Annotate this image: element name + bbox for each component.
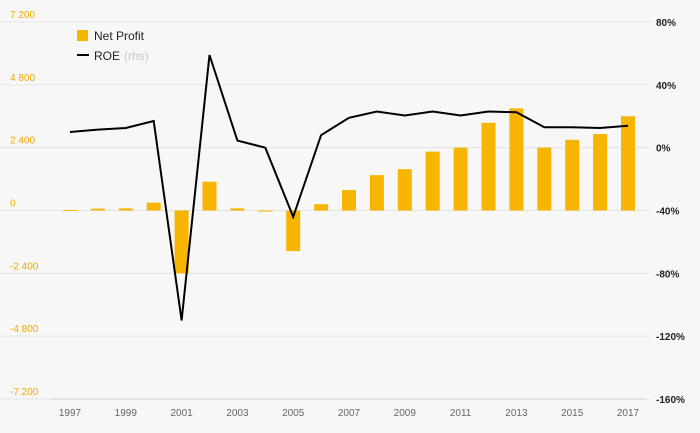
y-right-tick-label: -120% (656, 332, 685, 343)
bar (425, 151, 440, 211)
legend-label-roe-name: ROE (94, 49, 120, 63)
y-right-tick-label: -80% (656, 269, 679, 280)
y-right-tick-label: -40% (656, 207, 679, 218)
y-right-tick-label: -160% (656, 395, 685, 406)
y-left-tick-label: 7 200 (10, 10, 35, 21)
bar (286, 210, 301, 252)
y-left-tick-label: -2 400 (10, 261, 39, 272)
y-left-tick-label: 0 (10, 199, 16, 210)
legend-label-net-profit: Net Profit (94, 29, 145, 43)
bar (453, 147, 468, 211)
x-tick-label: 2015 (561, 408, 584, 419)
bar (509, 108, 524, 211)
y-left-tick-label: 4 800 (10, 73, 35, 84)
bar (565, 139, 580, 211)
bar (90, 208, 105, 211)
bar (118, 208, 133, 211)
y-left-tick-label: 2 400 (10, 136, 35, 147)
legend-label-roe-sub: (rhs) (124, 49, 149, 63)
bar (481, 122, 496, 211)
bar (258, 210, 273, 212)
bar (593, 134, 608, 211)
legend: Net Profit ROE (rhs) (77, 29, 149, 63)
bar (342, 190, 356, 211)
bar (174, 210, 189, 274)
x-tick-label: 2003 (226, 408, 249, 419)
x-tick-label: 2007 (338, 408, 361, 419)
x-tick-label: 2001 (170, 408, 193, 419)
bar (146, 202, 161, 211)
bar (202, 181, 217, 211)
line-series-roe (69, 54, 629, 321)
y-left-tick-label: -4 800 (10, 324, 39, 335)
roe-line (69, 54, 629, 321)
bar (397, 169, 412, 211)
y-right-tick-label: 80% (656, 18, 676, 29)
bar (537, 147, 552, 211)
bar (63, 209, 77, 211)
bar (314, 204, 329, 211)
axis-layer: 7 200 4 800 2 400 0 -2 400 -4 800 -7 200 80% 40%… (10, 10, 685, 419)
y-right-tick-label: 40% (656, 81, 676, 92)
x-tick-label: 2011 (450, 408, 472, 419)
bar (230, 208, 245, 211)
legend-label-roe: ROE (rhs) (94, 49, 149, 63)
bar (621, 116, 635, 211)
y-left-tick-label: -7 200 (10, 387, 39, 398)
x-tick-label: 1997 (59, 408, 82, 419)
bar (369, 175, 384, 211)
x-tick-label: 2013 (505, 408, 528, 419)
y-right-tick-label: 0% (656, 144, 671, 155)
x-tick-label: 2017 (617, 408, 640, 419)
x-tick-label: 1999 (115, 408, 138, 419)
legend-bar-marker (77, 30, 88, 41)
bar-series-net-profit (63, 108, 635, 274)
x-tick-label: 2005 (282, 408, 305, 419)
x-tick-label: 2009 (394, 408, 417, 419)
